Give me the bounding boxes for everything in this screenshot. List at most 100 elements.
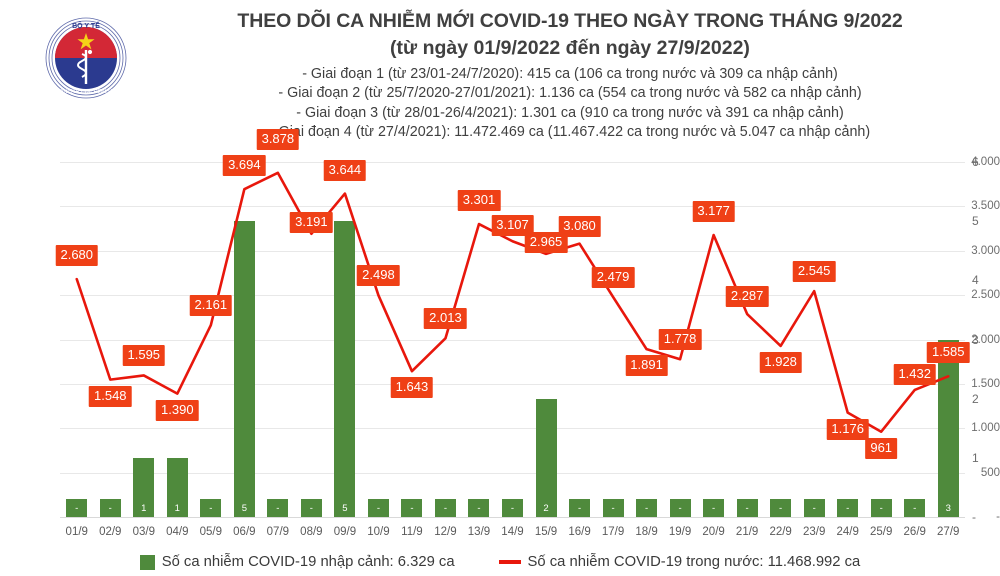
- bar[interactable]: -: [736, 499, 758, 517]
- line-value-label: 2.680: [55, 245, 99, 267]
- bar[interactable]: 5: [334, 221, 356, 517]
- x-axis-tick: 18/9: [635, 526, 658, 538]
- line-value-label: 3.177: [692, 201, 735, 223]
- page-header: BỘ Y TẾ MINISTRY OF HEALTH THEO DÕI CA N…: [0, 0, 1000, 156]
- bar[interactable]: -: [267, 499, 289, 517]
- bar[interactable]: -: [468, 499, 490, 517]
- bar[interactable]: -: [66, 499, 88, 517]
- line-value-label: 2.479: [591, 266, 635, 288]
- legend-item-nhap-canh[interactable]: Số ca nhiễm COVID-19 nhập cảnh: 6.329 ca: [139, 554, 455, 570]
- bar[interactable]: -: [200, 499, 222, 517]
- gridline: [60, 295, 965, 297]
- svg-text:BỘ Y TẾ: BỘ Y TẾ: [72, 20, 100, 30]
- legend-item-trong-nuoc[interactable]: Số ca nhiễm COVID-19 trong nước: 11.468.…: [498, 554, 860, 570]
- bar-value-label: -: [443, 503, 448, 514]
- bar[interactable]: -: [703, 499, 725, 517]
- line-value-label: 3.644: [323, 159, 367, 181]
- bar-value-label: -: [477, 503, 481, 514]
- bar[interactable]: -: [569, 499, 591, 517]
- x-axis-tick: 03/9: [132, 526, 155, 538]
- bar[interactable]: -: [870, 499, 892, 517]
- phase-list: - Giai đoạn 1 (từ 23/01-24/7/2020): 415 …: [150, 65, 990, 143]
- x-axis-tick: 02/9: [99, 526, 122, 538]
- bar-value-label: -: [276, 503, 280, 514]
- bar[interactable]: -: [669, 499, 691, 517]
- x-axis-tick: 07/9: [266, 526, 290, 538]
- y-axis-right-tick: 4: [972, 273, 979, 288]
- x-axis-tick: 04/9: [166, 526, 189, 538]
- y-axis-left-tick: 500: [980, 466, 1000, 479]
- line-value-label: 1.891: [625, 355, 668, 377]
- bar-value-label: -: [75, 503, 79, 514]
- bar[interactable]: 3: [937, 339, 959, 517]
- bar-value-label: -: [879, 503, 883, 514]
- bar[interactable]: -: [99, 499, 121, 517]
- x-axis-tick: 24/9: [836, 526, 859, 538]
- bar[interactable]: -: [401, 499, 423, 517]
- y-axis-left-tick: 2.000: [971, 333, 1000, 346]
- gridline: [60, 428, 965, 430]
- line-value-label: 2.965: [524, 231, 568, 253]
- bar[interactable]: -: [367, 499, 389, 517]
- y-axis-right-tick: 1: [972, 450, 979, 465]
- bar[interactable]: -: [770, 499, 792, 517]
- bar[interactable]: -: [300, 499, 322, 517]
- line-value-label: 3.191: [290, 211, 333, 233]
- covid-daily-cases-chart: -500 1.000 1.500 2.000 2.500 3.000 3.500 4.000 …: [0, 128, 1000, 546]
- phase-line-2: - Giai đoạn 2 (từ 25/7/2020-27/01/2021):…: [278, 85, 862, 102]
- line-value-label: 2.287: [725, 286, 769, 308]
- bar[interactable]: -: [602, 499, 624, 517]
- x-axis-tick: 23/9: [802, 526, 826, 538]
- bar[interactable]: -: [502, 499, 523, 517]
- line-value-label: 1.548: [88, 385, 132, 407]
- bar-value-label: -: [644, 503, 649, 514]
- line-value-label: 1.643: [390, 377, 434, 399]
- x-axis-tick: 09/9: [333, 526, 357, 538]
- bar[interactable]: -: [837, 499, 859, 517]
- bar[interactable]: 5: [233, 221, 255, 517]
- bar-value-label: 3: [945, 503, 951, 514]
- bar-value-label: -: [577, 503, 582, 514]
- x-axis-tick: 21/9: [735, 526, 759, 538]
- bar-value-label: 2: [543, 502, 549, 514]
- bar[interactable]: 1: [133, 457, 155, 517]
- bar[interactable]: 1: [166, 457, 188, 517]
- y-axis-left-tick: 3.500: [971, 200, 1000, 213]
- bar[interactable]: -: [904, 499, 926, 517]
- y-axis-right-tick: 5: [972, 214, 979, 229]
- line-value-label: 1.778: [658, 329, 702, 351]
- bar-value-label: -: [108, 503, 112, 514]
- title-block: THEO DÕI CA NHIỄM MỚI COVID-19 THEO NGÀY…: [150, 8, 990, 143]
- bar[interactable]: -: [636, 499, 658, 517]
- x-axis-tick: 22/9: [769, 526, 792, 538]
- x-axis-tick: 17/9: [601, 526, 625, 538]
- line-value-label: 1.432: [893, 363, 936, 385]
- x-axis-tick: 20/9: [702, 526, 725, 538]
- bar-value-label: 1: [141, 502, 147, 514]
- bar-value-label: -: [913, 503, 917, 514]
- x-axis-tick: 13/9: [467, 526, 491, 538]
- bar[interactable]: 2: [535, 398, 557, 517]
- bar-value-label: 1: [174, 502, 180, 514]
- bar-value-label: -: [510, 503, 515, 514]
- bar[interactable]: -: [803, 499, 825, 517]
- x-axis-baseline: [60, 517, 965, 518]
- x-axis-tick: 01/9: [65, 526, 88, 538]
- bar-value-label: -: [611, 503, 615, 514]
- bar[interactable]: -: [434, 499, 456, 517]
- legend-bar-label: Số ca nhiễm COVID-19 nhập cảnh: 6.329 ca: [161, 554, 455, 570]
- bar-value-label: -: [779, 503, 783, 514]
- svg-text:MINISTRY OF HEALTH: MINISTRY OF HEALTH: [58, 89, 115, 95]
- line-value-label: 1.390: [156, 399, 199, 421]
- x-axis-tick: 11/9: [401, 526, 423, 538]
- ministry-of-health-logo: BỘ Y TẾ MINISTRY OF HEALTH: [38, 8, 134, 108]
- bar-value-label: -: [812, 503, 816, 514]
- page-subtitle: (từ ngày 01/9/2022 đến ngày 27/9/2022): [390, 37, 750, 59]
- line-value-label: 3.107: [491, 215, 534, 237]
- bar-value-label: -: [410, 503, 414, 514]
- bar-value-label: -: [712, 503, 716, 514]
- bar-value-label: -: [678, 503, 682, 514]
- gridline: [60, 472, 965, 474]
- x-axis-tick: 12/9: [434, 526, 457, 538]
- chart-legend: Số ca nhiễm COVID-19 nhập cảnh: 6.329 ca…: [0, 548, 1000, 576]
